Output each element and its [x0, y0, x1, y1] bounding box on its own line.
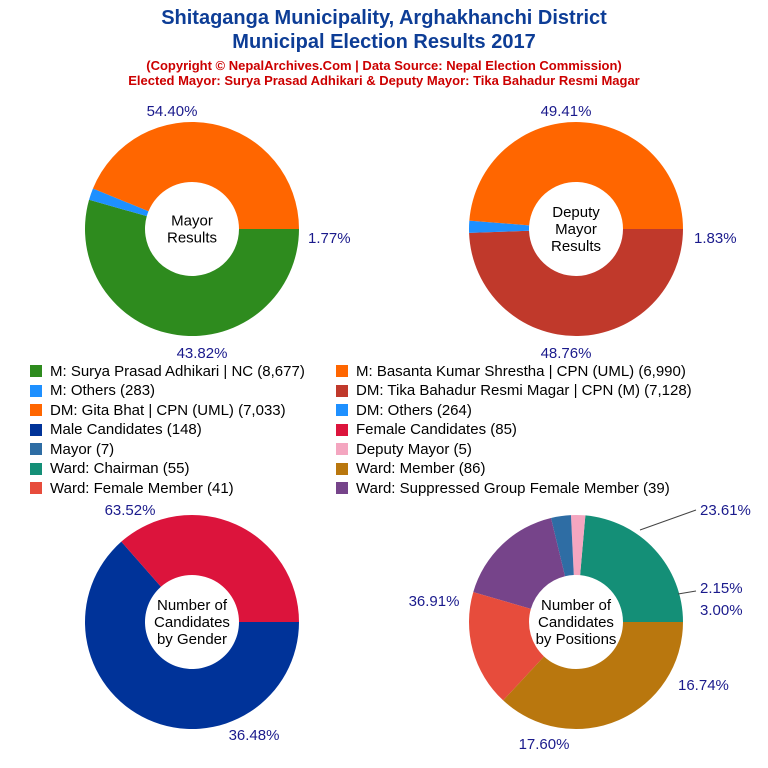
- legend-item: Ward: Chairman (55): [30, 460, 189, 478]
- legend-item: M: Basanta Kumar Shrestha | CPN (UML) (6…: [336, 362, 686, 380]
- legend-label: DM: Tika Bahadur Resmi Magar | CPN (M) (…: [356, 382, 692, 399]
- legend-label: DM: Others (264): [356, 401, 472, 419]
- donut-center-label: by Positions: [536, 631, 617, 648]
- legend-swatch: [336, 365, 348, 377]
- donut-slice: [84, 199, 299, 336]
- legend-swatch: [30, 482, 42, 494]
- legend-swatch: [30, 384, 42, 397]
- leader-line: [639, 509, 697, 531]
- slice-percent-label: 16.74%: [678, 677, 729, 694]
- slice-percent-label: 23.61%: [700, 502, 751, 519]
- donut-slice: [503, 622, 683, 729]
- legend-swatch: [30, 365, 42, 377]
- donut-center-label: Candidates: [154, 614, 230, 631]
- slice-percent-label: 63.52%: [105, 502, 156, 519]
- slice-percent-label: 1.77%: [308, 230, 351, 247]
- legend-label: Male Candidates (148): [50, 421, 202, 438]
- legend-item: DM: Others (264): [336, 401, 472, 419]
- legend-item: DM: Tika Bahadur Resmi Magar | CPN (M) (…: [336, 382, 692, 400]
- legend-swatch: [336, 404, 348, 416]
- legend-label: Ward: Suppressed Group Female Member (39…: [356, 479, 670, 497]
- legend-item: Ward: Suppressed Group Female Member (39…: [336, 479, 670, 497]
- donut-chart-4: 23.61% 2.15% 3.00% 16.74% 17.60% 36.91% Number…: [409, 502, 751, 753]
- donut-slice: [121, 515, 299, 622]
- donut-center-label: Number of: [157, 597, 228, 614]
- legend-swatch: [30, 423, 42, 436]
- donut-center-label: Candidates: [538, 614, 614, 631]
- legend-item: Deputy Mayor (5): [336, 440, 472, 458]
- chart-title: Shitaganga Municipality, Arghakhanchi Di…: [161, 7, 607, 29]
- legend-item: Mayor (7): [30, 440, 114, 458]
- donut-slice: [580, 515, 683, 622]
- legend-label: Ward: Female Member (41): [50, 479, 234, 497]
- donut-slice: [469, 122, 683, 229]
- donut-slice: [550, 515, 574, 577]
- elected-line: Elected Mayor: Surya Prasad Adhikari & D…: [128, 73, 640, 88]
- slice-percent-label: 48.76%: [541, 345, 592, 362]
- donut-center-label: Mayor: [171, 213, 213, 230]
- slice-percent-label: 36.48%: [229, 727, 280, 744]
- slice-percent-label: 36.91%: [409, 593, 460, 610]
- donut-center-label: Results: [551, 238, 601, 255]
- donut-center-label: by Gender: [157, 631, 227, 648]
- legend-swatch: [336, 482, 348, 494]
- donut-slice: [469, 220, 530, 233]
- donut-slice: [469, 229, 683, 336]
- donut-center-label: Deputy: [552, 204, 600, 221]
- donut-slice: [570, 515, 586, 576]
- legend-item: Male Candidates (148): [30, 421, 202, 439]
- legend-swatch: [30, 462, 42, 475]
- donut-slice: [84, 541, 299, 729]
- legend-item: DM: Gita Bhat | CPN (UML) (7,033): [30, 401, 286, 419]
- legend-item: M: Surya Prasad Adhikari | NC (8,677): [30, 362, 305, 380]
- legend-item: Female Candidates (85): [336, 421, 517, 439]
- donut-slice: [92, 122, 299, 229]
- legend-label: Ward: Member (86): [356, 460, 486, 477]
- legend-label: DM: Gita Bhat | CPN (UML) (7,033): [50, 401, 286, 419]
- legend-swatch: [336, 462, 348, 475]
- donut-center-label: Results: [167, 230, 217, 247]
- legend-label: Ward: Chairman (55): [50, 460, 190, 477]
- slice-percent-label: 49.41%: [541, 103, 592, 120]
- slice-percent-label: 54.40%: [147, 103, 198, 120]
- slice-percent-label: 43.82%: [177, 345, 228, 362]
- legend-label: M: Others (283): [50, 382, 156, 399]
- legend-swatch: [336, 423, 348, 436]
- legend-label: Mayor (7): [50, 440, 115, 458]
- donut-slice: [89, 188, 149, 217]
- slice-percent-label: 17.60%: [519, 736, 570, 753]
- legend-item: M: Others (283): [30, 382, 155, 400]
- slice-percent-label: 2.15%: [700, 580, 743, 597]
- legend-label: M: Basanta Kumar Shrestha | CPN (UML) (6…: [356, 362, 686, 380]
- donut-center-label: Number of: [541, 597, 612, 614]
- copyright-line: (Copyright © NepalArchives.Com | Data So…: [146, 58, 622, 73]
- legend-swatch: [30, 443, 42, 455]
- leader-line: [677, 590, 697, 595]
- legend-label: Deputy Mayor (5): [356, 440, 472, 458]
- donut-slice: [468, 592, 545, 701]
- slice-percent-label: 3.00%: [700, 602, 743, 619]
- legend-label: M: Surya Prasad Adhikari | NC (8,677): [50, 362, 305, 380]
- legend-label: Female Candidates (85): [356, 421, 517, 438]
- donut-center-label: Mayor: [555, 221, 597, 238]
- legend-item: Ward: Female Member (41): [30, 479, 234, 497]
- chart-subtitle: Municipal Election Results 2017: [232, 31, 536, 53]
- legend-swatch: [336, 384, 348, 397]
- legend-swatch: [30, 404, 42, 416]
- slice-percent-label: 1.83%: [694, 230, 737, 247]
- donut-slice: [473, 517, 566, 609]
- legend-item: Ward: Member (86): [336, 460, 485, 478]
- legend-swatch: [336, 443, 348, 455]
